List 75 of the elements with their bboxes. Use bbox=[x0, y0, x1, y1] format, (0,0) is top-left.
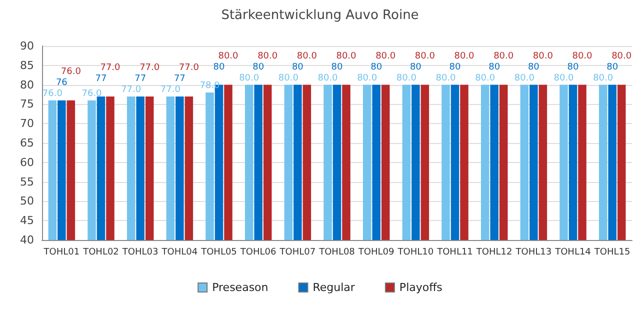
data-label: 80.0 bbox=[572, 51, 593, 62]
data-label: 80.0 bbox=[336, 51, 357, 62]
data-label: 80 bbox=[331, 62, 343, 72]
x-tick-label: TOHL09 bbox=[357, 248, 395, 258]
data-label: 77 bbox=[174, 74, 186, 84]
data-label: 80.0 bbox=[436, 73, 456, 84]
data-label: 80.0 bbox=[554, 73, 574, 84]
y-tick-label: 90 bbox=[20, 40, 34, 52]
y-tick-label: 40 bbox=[20, 234, 34, 246]
data-label: 80.0 bbox=[357, 73, 378, 84]
x-tick-label: TOHL04 bbox=[160, 248, 198, 258]
y-tick-label: 50 bbox=[20, 194, 34, 208]
data-label: 80.0 bbox=[318, 73, 338, 84]
x-tick-label: TOHL12 bbox=[475, 248, 512, 258]
data-label: 80.0 bbox=[239, 73, 260, 84]
data-label: 77.0 bbox=[100, 62, 121, 73]
y-tick-label: 70 bbox=[20, 117, 34, 130]
data-label: 80 bbox=[370, 62, 382, 72]
legend-label: Regular bbox=[312, 281, 356, 294]
x-tick-label: TOHL08 bbox=[318, 248, 356, 258]
x-tick-label: TOHL03 bbox=[121, 248, 158, 258]
y-tick-label: 75 bbox=[20, 98, 34, 111]
chart-title: Stärkeentwicklung Auvo Roine bbox=[221, 8, 419, 23]
x-tick-label: TOHL15 bbox=[593, 248, 630, 258]
x-tick-label: TOHL02 bbox=[82, 248, 119, 258]
data-label: 80.0 bbox=[258, 51, 278, 62]
legend-label: Playoffs bbox=[399, 281, 443, 294]
data-label: 80.0 bbox=[396, 73, 417, 84]
data-label: 80 bbox=[292, 62, 304, 72]
x-tick-label: TOHL14 bbox=[554, 248, 592, 258]
data-label: 77.0 bbox=[121, 84, 142, 95]
data-label: 80.0 bbox=[514, 73, 535, 84]
data-label: 80.0 bbox=[414, 51, 436, 62]
data-label: 80 bbox=[528, 62, 540, 72]
data-label: 76.0 bbox=[42, 88, 63, 99]
data-label: 77.0 bbox=[140, 62, 160, 73]
legend-label: Preseason bbox=[212, 281, 268, 294]
data-label: 80.0 bbox=[612, 51, 632, 62]
y-tick-label: 45 bbox=[20, 214, 34, 228]
data-label: 80 bbox=[410, 62, 422, 72]
data-label: 80.0 bbox=[278, 73, 299, 84]
data-label: 76.0 bbox=[60, 66, 82, 77]
data-label: 80 bbox=[449, 62, 461, 72]
data-label: 77 bbox=[134, 74, 146, 84]
data-label: 80 bbox=[252, 62, 264, 72]
data-label: 80.0 bbox=[218, 51, 239, 62]
y-tick-label: 60 bbox=[20, 156, 34, 169]
data-label: 80.0 bbox=[376, 51, 396, 62]
x-tick-label: TOHL07 bbox=[278, 248, 316, 258]
data-label: 80 bbox=[606, 62, 618, 72]
x-tick-label: TOHL13 bbox=[514, 248, 552, 258]
data-label: 77.0 bbox=[178, 62, 200, 73]
x-tick-label: TOHL11 bbox=[436, 248, 473, 258]
data-label: 76.0 bbox=[82, 88, 102, 99]
x-tick-label: TOHL05 bbox=[200, 248, 237, 258]
y-tick-label: 65 bbox=[20, 136, 34, 150]
data-label: 80.0 bbox=[475, 73, 496, 84]
data-label: 78.0 bbox=[200, 81, 220, 92]
y-tick-label: 80 bbox=[20, 78, 34, 92]
data-label: 80 bbox=[213, 62, 225, 72]
data-label: 80 bbox=[488, 62, 500, 72]
y-tick-label: 55 bbox=[20, 175, 34, 188]
data-label: 80.0 bbox=[296, 51, 318, 62]
x-tick-label: TOHL10 bbox=[396, 248, 434, 258]
data-label: 80.0 bbox=[494, 51, 514, 62]
data-label: 80 bbox=[567, 62, 579, 72]
x-tick-label: TOHL01 bbox=[42, 248, 80, 258]
y-tick-label: 85 bbox=[20, 58, 34, 72]
data-label: 76 bbox=[56, 78, 68, 88]
data-label: 77 bbox=[95, 74, 107, 84]
x-tick-label: TOHL06 bbox=[239, 248, 277, 258]
data-label: 80.0 bbox=[532, 51, 554, 62]
data-label: 80.0 bbox=[454, 51, 475, 62]
data-label: 77.0 bbox=[160, 84, 181, 95]
data-label: 80.0 bbox=[593, 73, 614, 84]
